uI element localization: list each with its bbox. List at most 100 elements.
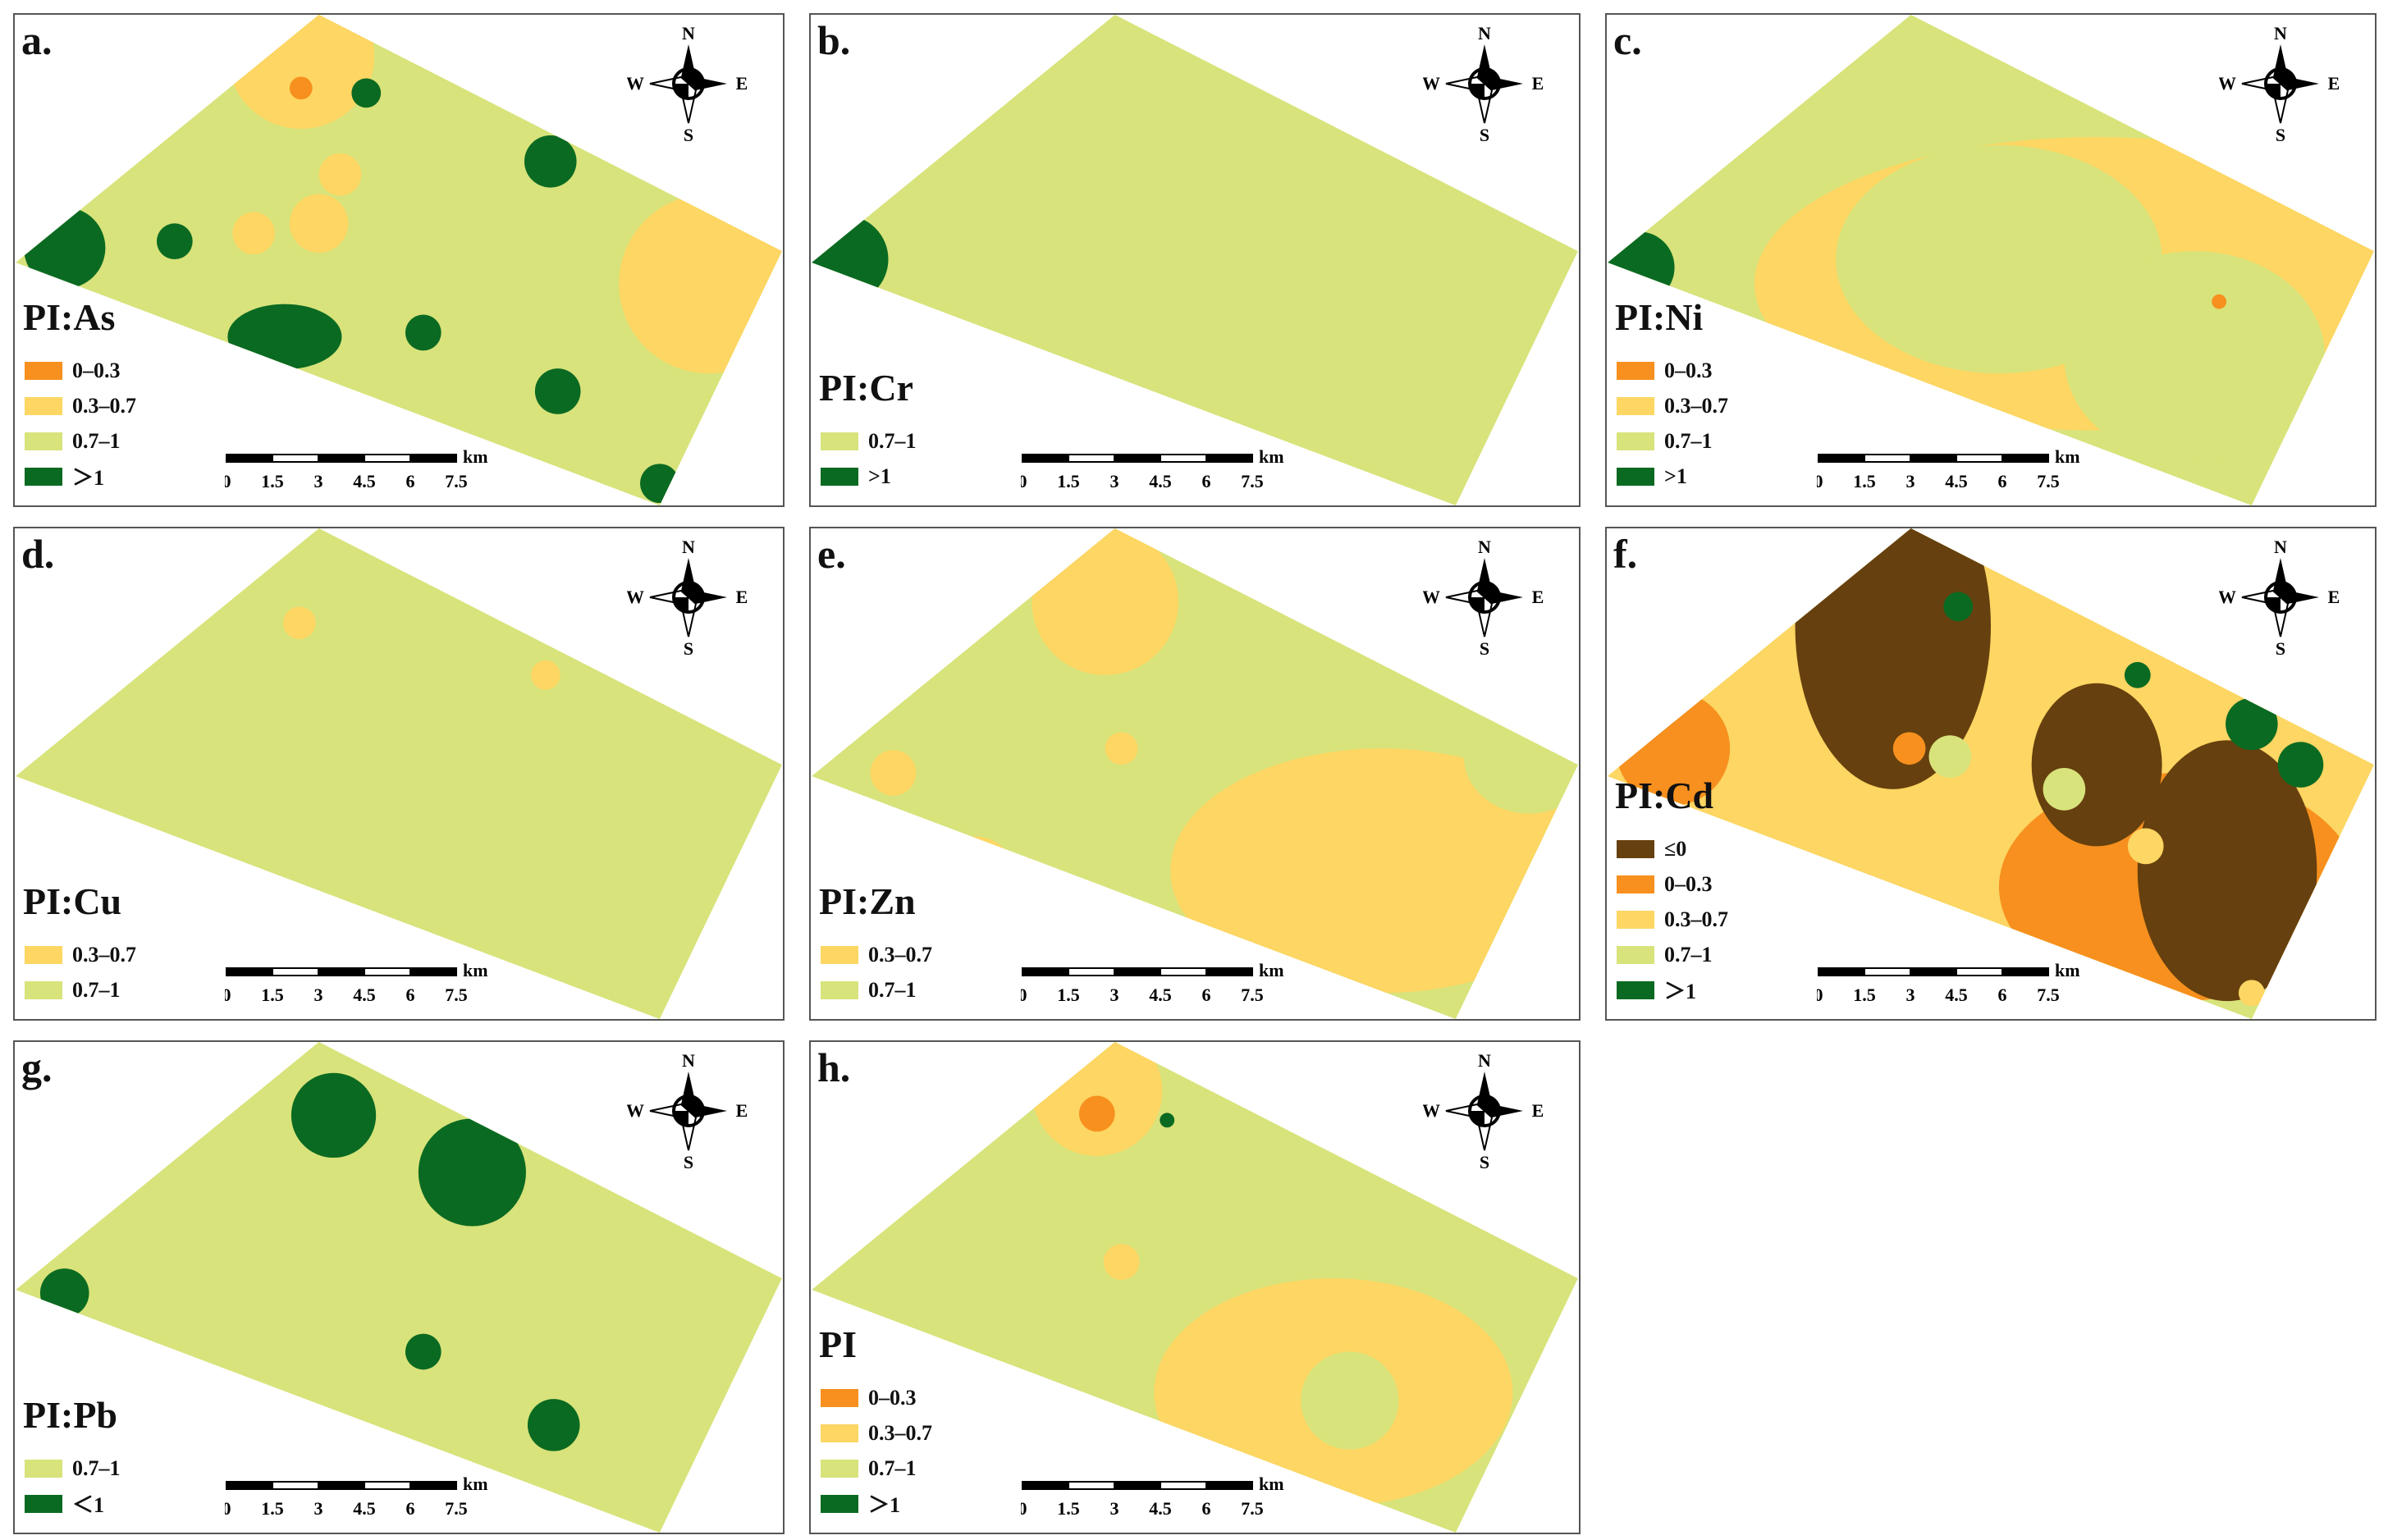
class-patch: [2031, 683, 2162, 847]
compass-e: E: [1532, 1100, 1544, 1121]
legend-item: 0.7–1: [821, 972, 932, 1008]
class-patch: [1078, 1095, 1115, 1132]
compass-s: S: [1480, 1152, 1489, 1172]
scale-unit: km: [463, 1477, 488, 1494]
class-patch: [289, 194, 349, 254]
class-patch: [156, 223, 193, 260]
class-patch: [227, 304, 342, 370]
panel-label: g.: [21, 1044, 53, 1090]
scale-tick: 3: [1110, 471, 1119, 491]
study-area-base: [16, 15, 782, 505]
legend-label: ≤0: [1664, 836, 1687, 861]
scale-unit: km: [463, 963, 488, 980]
scale-tick: 0: [1817, 471, 1823, 491]
compass-s: S: [1480, 638, 1489, 658]
scale-tick: 6: [1998, 471, 2007, 491]
legend-label: >1: [1664, 464, 1687, 488]
class-patch: [2277, 742, 2324, 788]
north-arrow-icon: N S W E: [626, 21, 750, 145]
class-patch: [534, 368, 581, 414]
north-arrow-icon: N S W E: [2218, 535, 2342, 659]
map-panel-6: f. PI:Cd ≤0 0–0.3 0.3–0.7 0.7–1 ＞1 N S W Ekm 0 1.5 3 4…: [1605, 527, 2377, 1021]
map-panel-2: b. PI:Cr 0.7–1 >1 N S W Ekm 0 1.5 3 4.5 6 7.5: [809, 13, 1581, 507]
scale-tick: 1.5: [1057, 1498, 1080, 1519]
legend-swatch: [25, 1494, 62, 1513]
scale-tick: 0: [1021, 1498, 1027, 1519]
legend-item: ＜1: [25, 1486, 121, 1521]
legend-label: 0.7–1: [72, 1455, 121, 1480]
scale-tick: 4.5: [1149, 471, 1172, 491]
map-area: [1608, 15, 2374, 505]
legend-item: >1: [1617, 459, 1728, 494]
legend-label: ＜1: [72, 1493, 105, 1517]
legend-item: 0–0.3: [25, 353, 136, 388]
class-patch: [2212, 294, 2227, 309]
scale-tick: 3: [1906, 471, 1915, 491]
class-patch: [289, 76, 313, 100]
class-patch: [1943, 592, 1974, 622]
class-patch: [405, 314, 441, 351]
scale-bar: km 0 1.5 3 4.5 6 7.5: [222, 1474, 496, 1526]
scale-tick: 4.5: [353, 471, 376, 491]
scale-tick: 4.5: [353, 985, 376, 1005]
legend-item: 0.7–1: [1617, 937, 1728, 972]
legend-label: 0–0.3: [868, 1385, 917, 1410]
class-patch: [282, 606, 316, 640]
scale-tick: 1.5: [261, 1498, 284, 1519]
legend-label: 0.7–1: [1664, 428, 1713, 453]
class-patch: [418, 1118, 526, 1227]
legend-item: ＞1: [25, 459, 136, 494]
class-patch: [1032, 528, 1179, 675]
panel-label: h.: [817, 1044, 851, 1090]
legend-swatch: [25, 361, 62, 380]
class-patch: [1103, 1244, 1140, 1281]
map-panel-7: g. PI:Pb 0.7–1 ＜1 N S W Ekm 0 1.5 3 4.5 6 7.5: [13, 1040, 785, 1534]
legend-item: 0.3–0.7: [821, 1415, 932, 1451]
legend: 0–0.3 0.3–0.7 0.7–1 ＞1: [25, 353, 136, 494]
scale-bar: km 0 1.5 3 4.5 6 7.5: [1018, 446, 1292, 499]
legend-swatch: [1617, 432, 1654, 450]
panel-label: c.: [1613, 17, 1642, 63]
legend-item: 0.3–0.7: [25, 937, 136, 972]
map-title: PI:Cu: [23, 880, 122, 922]
scale-tick: 1.5: [1853, 985, 1876, 1005]
scale-tick: 7.5: [445, 985, 468, 1005]
legend-swatch: [25, 467, 62, 486]
legend-item: 0.7–1: [1617, 423, 1728, 459]
compass-n: N: [682, 23, 695, 43]
compass-s: S: [2276, 638, 2285, 658]
north-arrow-icon: N S W E: [1422, 1049, 1546, 1172]
compass-n: N: [682, 1050, 695, 1071]
scale-tick: 6: [1202, 985, 1211, 1005]
scale-tick: 7.5: [445, 471, 468, 491]
class-patch: [290, 1072, 377, 1158]
legend: 0.3–0.7 0.7–1: [821, 937, 932, 1008]
map-title: PI:Zn: [819, 880, 916, 922]
compass-n: N: [1478, 23, 1491, 43]
legend-swatch: [821, 1388, 858, 1407]
map-area: [812, 1042, 1578, 1533]
legend-item: 0.3–0.7: [821, 937, 932, 972]
scale-tick: 1.5: [1853, 471, 1876, 491]
scale-tick: 1.5: [261, 471, 284, 491]
panel-label: a.: [21, 17, 53, 63]
class-patch: [530, 660, 560, 690]
legend: 0.7–1 ＜1: [25, 1451, 121, 1521]
map-area: [16, 528, 782, 1019]
legend-swatch: [25, 432, 62, 450]
legend-item: 0–0.3: [1617, 866, 1728, 902]
scale-tick: 0: [1817, 985, 1823, 1005]
legend-swatch: [1617, 945, 1654, 964]
map-title: PI:Ni: [1615, 296, 1704, 338]
legend-label: 0.3–0.7: [868, 1420, 932, 1445]
scale-tick: 0: [1021, 471, 1027, 491]
scale-tick: 7.5: [445, 1498, 468, 1519]
class-patch: [1105, 732, 1138, 765]
legend-swatch: [25, 396, 62, 415]
compass-w: W: [627, 587, 644, 607]
class-patch: [1170, 748, 1578, 994]
compass-w: W: [1423, 587, 1440, 607]
compass-e: E: [1532, 587, 1544, 607]
north-arrow-icon: N S W E: [1422, 535, 1546, 659]
scale-tick: 6: [1998, 985, 2007, 1005]
